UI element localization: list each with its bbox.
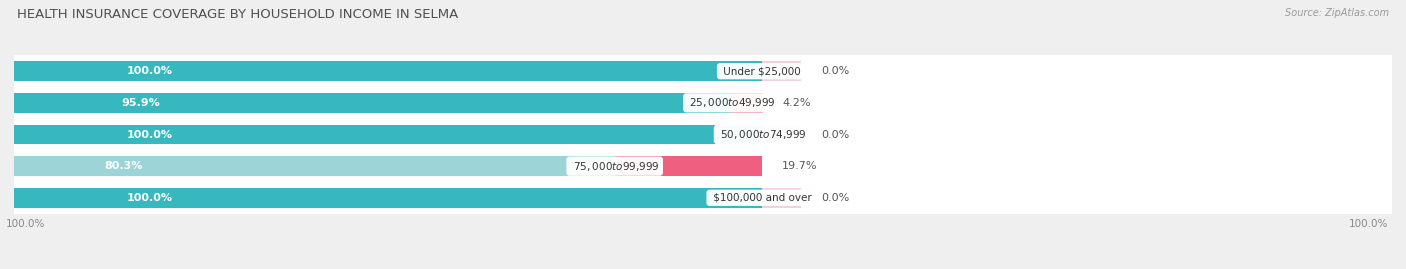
Text: 0.0%: 0.0% (821, 193, 849, 203)
Bar (14, 55, 1392, 87)
Text: 80.3%: 80.3% (104, 161, 142, 171)
Text: Under $25,000: Under $25,000 (720, 66, 804, 76)
Bar (14, 182, 1392, 214)
Bar (614, 156, 762, 176)
Bar (14, 156, 614, 176)
Text: 100.0%: 100.0% (127, 66, 173, 76)
Text: 100.0%: 100.0% (6, 219, 45, 229)
Text: 100.0%: 100.0% (127, 129, 173, 140)
Text: 0.0%: 0.0% (821, 129, 849, 140)
Text: 4.2%: 4.2% (783, 98, 811, 108)
Text: $50,000 to $74,999: $50,000 to $74,999 (717, 128, 807, 141)
Text: $25,000 to $49,999: $25,000 to $49,999 (686, 96, 776, 109)
Bar (14, 87, 1392, 119)
Bar (762, 125, 801, 144)
Text: 19.7%: 19.7% (782, 161, 817, 171)
Text: 95.9%: 95.9% (122, 98, 160, 108)
Bar (14, 188, 762, 208)
Text: 100.0%: 100.0% (1348, 219, 1388, 229)
Bar (762, 61, 801, 81)
Text: 100.0%: 100.0% (127, 193, 173, 203)
Text: $75,000 to $99,999: $75,000 to $99,999 (569, 160, 659, 173)
Bar (14, 119, 1392, 150)
Bar (14, 125, 762, 144)
Text: HEALTH INSURANCE COVERAGE BY HOUSEHOLD INCOME IN SELMA: HEALTH INSURANCE COVERAGE BY HOUSEHOLD I… (17, 8, 458, 21)
Bar (14, 150, 1392, 182)
Text: $100,000 and over: $100,000 and over (710, 193, 814, 203)
Text: 0.0%: 0.0% (821, 66, 849, 76)
Text: Source: ZipAtlas.com: Source: ZipAtlas.com (1285, 8, 1389, 18)
Bar (14, 93, 731, 113)
Bar (14, 61, 762, 81)
Bar (762, 188, 801, 208)
Bar (731, 93, 763, 113)
